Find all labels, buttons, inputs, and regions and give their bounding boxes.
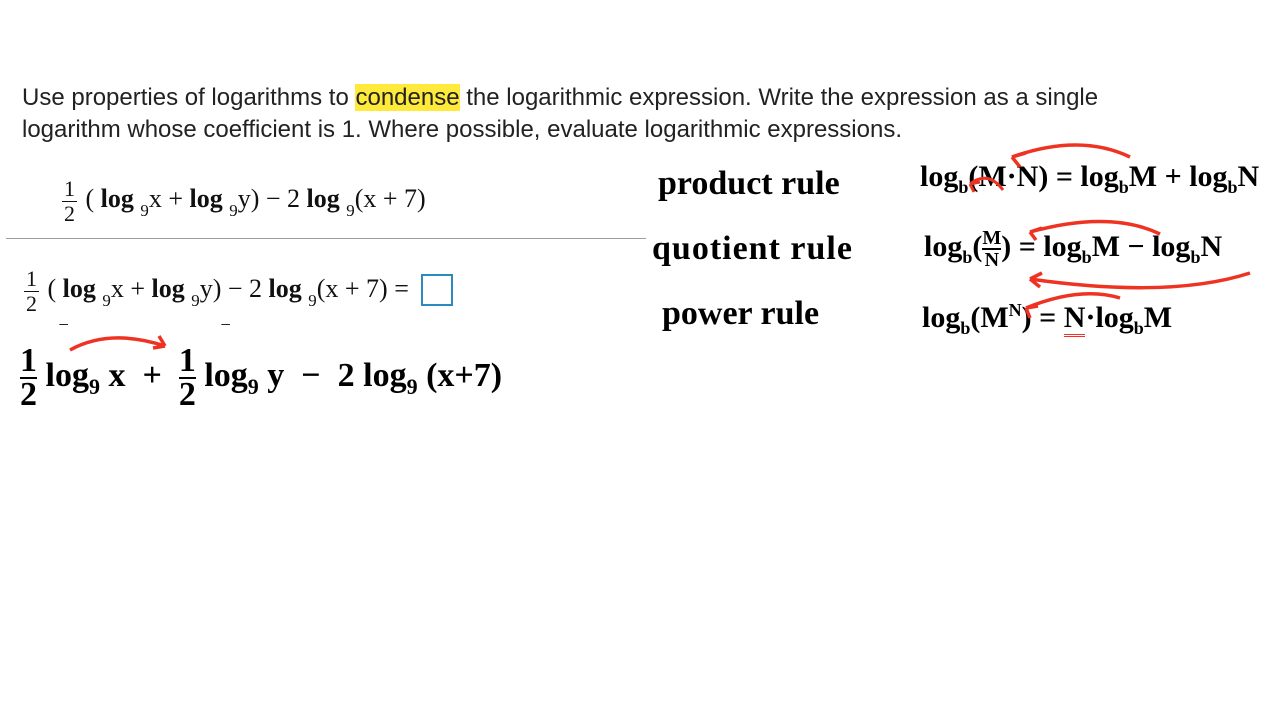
hand-mark-left: ‾	[60, 322, 67, 348]
answer-body: ( log 9x + log 9y) − 2 log 9(x + 7) =	[48, 274, 409, 303]
hand-rule1-label: product rule	[658, 165, 840, 203]
hand-work-step1: 12 log9 x + 12 log9 y − 2 log9 (x+7)	[20, 345, 502, 412]
instructions-text: Use properties of logarithms to condense…	[22, 82, 1122, 147]
frac-den: 2	[62, 201, 77, 225]
answer-expression: 1 2 ( log 9x + log 9y) − 2 log 9(x + 7) …	[22, 268, 453, 315]
horizontal-divider	[6, 238, 646, 239]
hand-rule2-label: quotient rule	[652, 230, 853, 268]
answer-fraction: 1 2	[24, 268, 39, 315]
ans-frac-den: 2	[24, 291, 39, 315]
problem-expression: 1 2 ( log 9x + log 9y) − 2 log 9(x + 7)	[60, 178, 426, 225]
ans-frac-num: 1	[24, 268, 39, 291]
hand-rule3-label: power rule	[662, 295, 819, 333]
hand-rule3-formula: logb(MN) = N·logbM	[922, 300, 1172, 339]
hand-mark-right: ‾	[222, 322, 229, 348]
problem-body: ( log 9x + log 9y) − 2 log 9(x + 7)	[86, 184, 426, 213]
frac-num: 1	[62, 178, 77, 201]
hand-rule1-formula: logb(M·N) = logbM + logbN	[920, 160, 1259, 198]
instr-before: Use properties of logarithms to	[22, 84, 355, 111]
hand-rule2-formula: logb(MN) = logbM − logbN	[924, 228, 1222, 270]
problem-fraction: 1 2	[62, 178, 77, 225]
answer-blank-box[interactable]	[421, 274, 453, 306]
red-arrow-quotient-bot	[1010, 265, 1270, 305]
instr-highlight: condense	[355, 84, 459, 111]
